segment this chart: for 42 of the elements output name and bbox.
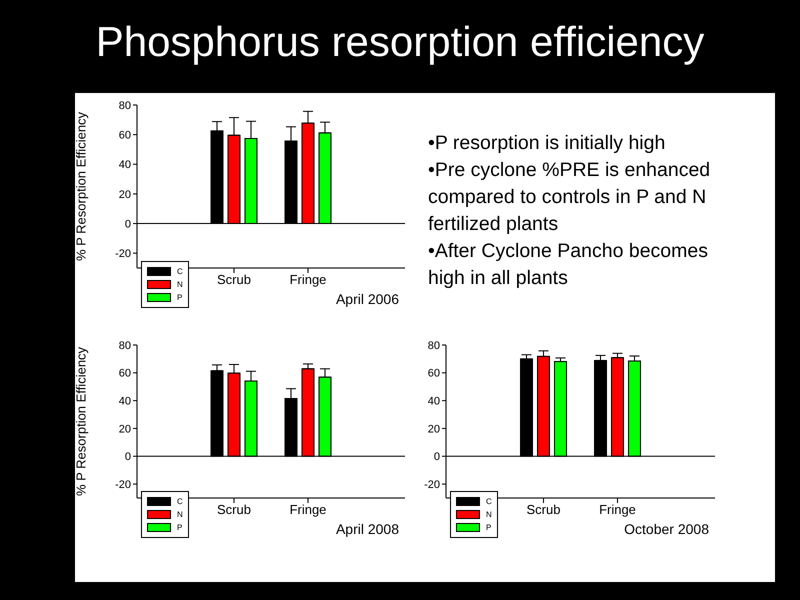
text: April 2008: [336, 521, 399, 537]
x-tick-label: Scrub: [526, 502, 560, 518]
text: •Pre cyclone %PRE is enhanced compared to controls in P and N fertilized plants: [428, 158, 712, 237]
x-tick-label: Fringe: [290, 502, 326, 518]
x-tick-label: Fringe: [599, 502, 636, 518]
legend-label: N: [486, 510, 492, 519]
y-tick-label: 0: [124, 218, 131, 230]
y-tick-label: -20: [424, 478, 440, 491]
y-tick-label: -20: [115, 478, 131, 491]
text: April 2006: [336, 291, 399, 307]
chart-title: Phosphorus resorption efficiency: [94, 18, 706, 66]
legend-label: C: [177, 267, 183, 276]
y-axis-title: % P Resorption Efficiency: [74, 346, 89, 496]
y-tick-label: 20: [118, 188, 131, 201]
y-tick-label: 60: [118, 130, 131, 142]
legend-label: P: [177, 523, 182, 532]
y-tick-label: 0: [124, 451, 131, 464]
legend-label: N: [177, 280, 183, 289]
y-tick-label: 0: [434, 451, 440, 464]
y-tick-label: 20: [118, 423, 131, 436]
legend-label: N: [177, 510, 183, 519]
y-tick-label: 80: [118, 100, 131, 112]
x-tick-label: Scrub: [217, 502, 251, 518]
x-tick-label: Fringe: [290, 272, 326, 288]
legend-label: C: [177, 497, 183, 506]
y-tick-label: 60: [428, 368, 440, 380]
y-tick-label: 40: [428, 396, 440, 408]
legend-label: P: [486, 523, 492, 532]
y-tick-label: 60: [118, 368, 131, 380]
text: •After Cyclone Pancho becomes high in all plants: [428, 239, 709, 291]
y-tick-label: 80: [118, 340, 131, 352]
legend-label: C: [486, 497, 492, 506]
y-tick-label: 80: [428, 340, 440, 352]
text: October 2008: [624, 521, 709, 537]
y-tick-label: 40: [118, 159, 131, 172]
x-tick-label: Scrub: [217, 272, 251, 288]
y-tick-label: 20: [428, 423, 440, 436]
y-tick-label: -20: [115, 248, 131, 260]
text: •P resorption is initially high: [428, 131, 666, 156]
y-tick-label: 40: [118, 396, 131, 408]
legend-label: P: [177, 293, 182, 302]
y-axis-title: % P Resorption Efficiency: [74, 111, 89, 262]
